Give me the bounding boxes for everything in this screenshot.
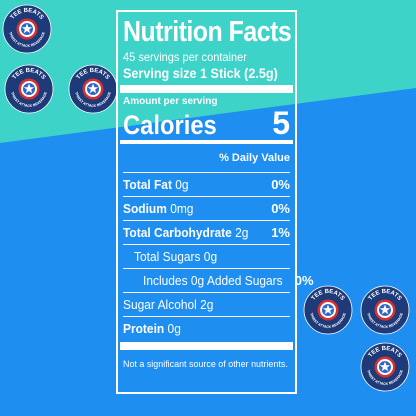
- daily-value-header: % Daily Value: [123, 148, 290, 173]
- nutrient-amount: 0g: [167, 321, 181, 336]
- servings-per-container: 45 servings per container: [123, 50, 247, 64]
- nutrient-label: Sugar Alcohol 2g: [123, 297, 214, 312]
- nutrient-row: Protein 0g: [123, 317, 290, 340]
- nutrient-percent: 0%: [271, 201, 290, 216]
- tee-beats-logo: TEE BEATS THIRST ATTACK BEVERAGE: [360, 342, 410, 392]
- nutrient-row: Total Fat 0g 0%: [123, 173, 290, 197]
- calories-value: 5: [272, 105, 290, 141]
- nutrient-percent: 0%: [294, 273, 314, 288]
- nutrient-label: Total Fat: [123, 177, 172, 192]
- tee-beats-logo: TEE BEATS THIRST ATTACK BEVERAGE: [2, 4, 52, 54]
- tee-beats-logo: TEE BEATS THIRST ATTACK BEVERAGE: [303, 285, 353, 335]
- nutrient-label: Protein: [123, 321, 165, 336]
- nutrient-row: Sodium 0mg 0%: [123, 197, 290, 221]
- nutrient-amount: 0g: [175, 177, 189, 192]
- divider-thick: [120, 85, 293, 93]
- calories-row: Calories 5: [123, 105, 290, 141]
- nutrition-facts-panel: Nutrition Facts 45 servings per containe…: [116, 10, 314, 394]
- nutrient-label: Includes 0g Added Sugars: [143, 273, 283, 288]
- tee-beats-logo: TEE BEATS THIRST ATTACK BEVERAGE: [360, 285, 410, 335]
- nutrient-percent: 1%: [271, 225, 290, 240]
- tee-beats-logo: TEE BEATS THIRST ATTACK BEVERAGE: [68, 64, 118, 114]
- nutrient-label: Sodium: [123, 201, 167, 216]
- nutrition-title: Nutrition Facts: [123, 16, 292, 48]
- nutrient-row: Total Sugars 0g: [123, 245, 290, 269]
- divider-thick: [120, 342, 293, 350]
- nutrient-label: Total Sugars 0g: [134, 249, 218, 264]
- nutrient-percent: 0%: [271, 177, 290, 192]
- nutrient-amount: 2g: [235, 225, 249, 240]
- nutrient-row: Sugar Alcohol 2g: [123, 293, 290, 317]
- nutrient-amount: 0mg: [170, 201, 194, 216]
- calories-label: Calories: [123, 110, 217, 140]
- divider-medium: [120, 140, 293, 144]
- tee-beats-logo: TEE BEATS THIRST ATTACK BEVERAGE: [4, 64, 54, 114]
- nutrient-row: Total Carbohydrate 2g 1%: [123, 221, 290, 245]
- footnote: Not a significant source of other nutrie…: [123, 359, 288, 370]
- nutrient-label: Total Carbohydrate: [123, 225, 232, 240]
- serving-size: Serving size 1 Stick (2.5g): [123, 65, 278, 81]
- nutrient-row: Includes 0g Added Sugars 0%: [123, 269, 314, 293]
- amount-per-serving: Amount per serving: [123, 96, 218, 107]
